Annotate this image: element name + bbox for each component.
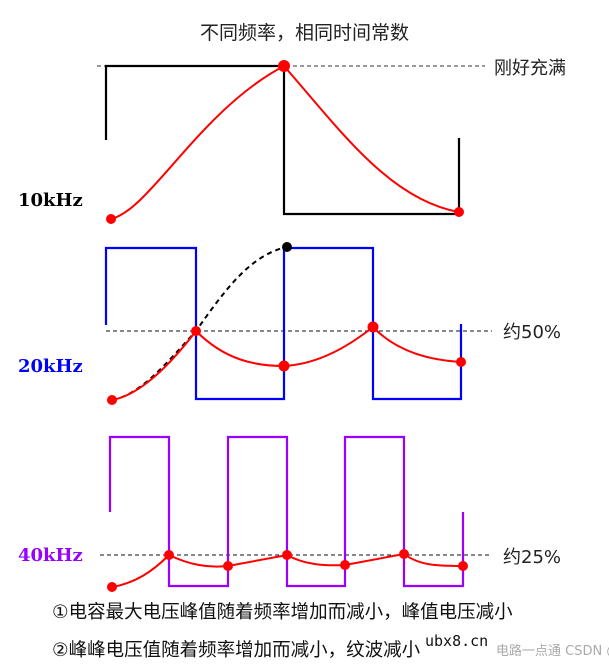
freq-label-20khz: 20kHz — [18, 356, 83, 377]
side-label-25pct: 约25% — [503, 547, 562, 568]
data-point — [458, 561, 468, 571]
data-point — [223, 561, 233, 571]
extrapolated-charge-curve — [111, 246, 288, 401]
panel-40khz — [100, 435, 490, 592]
data-point — [399, 549, 409, 559]
watermark-site: ubx8.cn — [425, 632, 489, 650]
panel-20khz — [104, 242, 492, 405]
note-1: ①电容最大电压峰值随着频率增加而减小，峰值电压减小 — [52, 602, 513, 623]
data-point — [107, 395, 117, 405]
data-point — [278, 360, 290, 372]
data-point — [278, 60, 290, 72]
square-wave-10khz — [104, 64, 461, 216]
watermark-source: 电路一点通 CSDN @学习帮 — [496, 644, 609, 659]
square-wave-40khz — [108, 435, 465, 588]
data-point — [282, 550, 292, 560]
data-point — [340, 560, 350, 570]
panel-10khz — [97, 60, 485, 224]
data-point — [454, 207, 464, 217]
freq-label-10khz: 10kHz — [18, 190, 83, 211]
side-label-50pct: 约50% — [503, 322, 562, 343]
data-point — [456, 357, 466, 367]
diagram-title: 不同频率，相同时间常数 — [199, 22, 409, 44]
side-label-full-charge: 刚好充满 — [494, 58, 566, 79]
data-point — [164, 550, 174, 560]
capacitor-voltage-curve-40khz — [111, 552, 464, 588]
data-point — [191, 326, 201, 336]
data-point — [107, 582, 117, 592]
note-2: ②峰峰电压值随着频率增加而减小，纹波减小 — [52, 640, 421, 661]
freq-label-40khz: 40kHz — [18, 545, 83, 566]
data-point — [367, 321, 379, 333]
extrapolated-peak-point — [282, 242, 292, 252]
data-point — [106, 214, 116, 224]
square-wave-20khz — [104, 246, 463, 401]
